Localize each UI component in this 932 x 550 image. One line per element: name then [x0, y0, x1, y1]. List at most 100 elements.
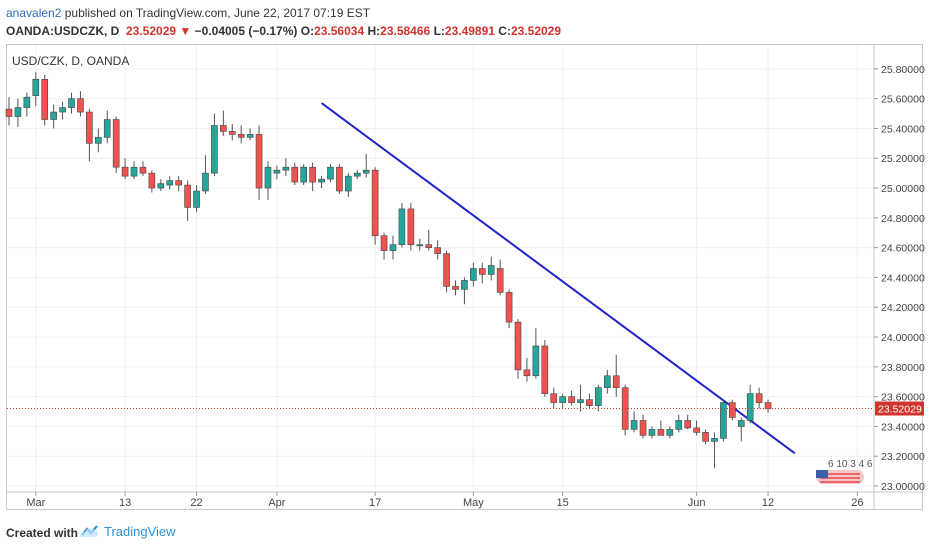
candle [327, 164, 334, 183]
footer: Created with TradingView [0, 512, 932, 550]
candle-body [112, 119, 120, 168]
candle-body [86, 111, 93, 144]
candle [95, 128, 102, 153]
candlestick-chart[interactable]: 23.52029 23.00000 23.20000 23.40000 23.6000… [0, 0, 932, 512]
low-label: L: [433, 24, 445, 38]
candle-body [175, 180, 182, 186]
last-price-tag-label: 23.52029 [878, 404, 922, 416]
chart-label: USD/CZK, D, OANDA [12, 54, 130, 68]
y-tick-label: 25.40000 [881, 123, 925, 135]
candle-body [318, 178, 325, 183]
created-with-text: Created with [6, 526, 79, 540]
candle [353, 170, 361, 180]
open-label: O: [300, 24, 315, 38]
candle-body [228, 131, 236, 135]
candle [166, 176, 174, 190]
candle-body [246, 134, 254, 138]
y-tick-label: 23.60000 [881, 392, 925, 404]
candle-body [443, 253, 450, 287]
candle [68, 92, 75, 114]
candle-body [389, 244, 397, 251]
candle [434, 240, 441, 260]
candle-body [14, 107, 22, 117]
x-tick-label: Apr [268, 497, 285, 509]
candle [121, 158, 129, 180]
candle-body [407, 208, 415, 245]
candle [568, 390, 575, 406]
candle-body [380, 235, 388, 251]
ticker-info: OANDA:USDCZK, D [6, 24, 120, 38]
y-tick-label: 25.20000 [881, 153, 925, 165]
candle [59, 101, 66, 120]
candle-body [184, 184, 191, 208]
candle-body [487, 265, 495, 275]
candle-body [711, 438, 718, 442]
candle-body [550, 393, 558, 403]
candle [630, 411, 638, 433]
author-link[interactable]: anavalen2 [6, 6, 62, 20]
candle [371, 167, 379, 245]
y-tick-label: 25.60000 [881, 94, 925, 106]
candle-body [586, 399, 593, 406]
candle-body [211, 125, 218, 174]
candle [32, 71, 40, 107]
x-tick-label: 17 [369, 497, 381, 509]
candle [559, 393, 566, 409]
x-axis: Mar 13 22 Apr 17 May 15 Jun 12 26 [6, 491, 923, 509]
candles-layer [5, 71, 772, 469]
candle [505, 289, 513, 329]
candle [300, 164, 307, 186]
last-price-tag [875, 401, 924, 416]
candle [336, 164, 343, 194]
candle [345, 173, 352, 197]
candle-body [559, 396, 566, 403]
candle-body [720, 402, 727, 439]
candle [639, 414, 647, 439]
x-tick-label: 12 [762, 497, 774, 509]
candle-body [282, 166, 290, 171]
chart-header: anavalen2 published on TradingView.com, … [0, 0, 932, 44]
price-line-layer: 23.52029 [7, 401, 924, 416]
candle-body [130, 166, 138, 177]
candle-body [639, 420, 647, 436]
candle-body [612, 375, 620, 388]
candle [604, 369, 611, 394]
down-arrow-icon: ▼ [179, 24, 192, 38]
x-tick-label: 26 [851, 497, 863, 509]
candle-body [32, 78, 40, 96]
candle [666, 426, 674, 439]
x-tick-label: 13 [119, 497, 131, 509]
candle-body [77, 98, 84, 113]
candle-body [41, 78, 49, 120]
candle [693, 420, 700, 436]
y-tick-label: 24.40000 [881, 272, 925, 284]
y-axis: 23.00000 23.20000 23.40000 23.60000 23.80000… [873, 44, 925, 510]
candle [586, 393, 593, 409]
publish-line: anavalen2 published on TradingView.com, … [6, 6, 370, 20]
candle [577, 384, 584, 412]
candle-body [148, 172, 156, 189]
candle-body [532, 345, 540, 377]
candle-body [50, 111, 57, 120]
candle [755, 387, 763, 409]
candle [416, 238, 424, 251]
candle-body [300, 166, 307, 183]
candle [487, 256, 495, 281]
candle-body [505, 292, 513, 323]
candle [86, 109, 93, 162]
candle-body [675, 420, 683, 430]
candle-body [425, 244, 433, 248]
candle-body [452, 286, 459, 290]
x-tick-label: 15 [557, 497, 569, 509]
candle-body [202, 172, 209, 192]
tradingview-logo[interactable]: TradingView [78, 523, 176, 539]
candle [461, 277, 468, 305]
y-tick-label: 24.80000 [881, 213, 925, 225]
candle [309, 162, 316, 192]
candle-body [220, 125, 227, 132]
candle-body [514, 321, 522, 371]
candle-body [309, 166, 316, 183]
candle-body [595, 387, 602, 406]
candle [478, 262, 486, 284]
candle [157, 179, 165, 192]
